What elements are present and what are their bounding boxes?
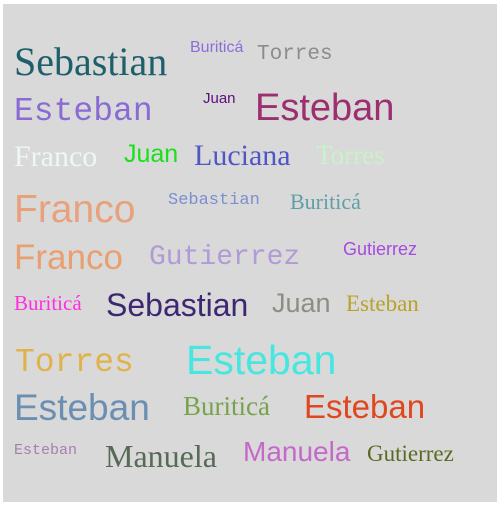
word-esteban: Esteban <box>14 442 78 459</box>
word-gutierrez: Gutierrez <box>149 242 301 273</box>
word-esteban: Esteban <box>255 87 395 129</box>
word-sebastian: Sebastian <box>106 287 249 323</box>
word-sebastian: Sebastian <box>14 39 168 84</box>
word-torres: Torres <box>316 140 385 170</box>
word-esteban: Esteban <box>186 337 337 383</box>
word-esteban: Esteban <box>304 388 426 425</box>
word-franco: Franco <box>14 188 136 231</box>
word-buritica: Buriticá <box>183 391 270 421</box>
word-buritica: Buriticá <box>14 291 82 315</box>
word-torres: Torres <box>15 344 134 381</box>
word-juan: Juan <box>203 90 236 107</box>
word-buritica: Buriticá <box>290 189 361 214</box>
word-gutierrez: Gutierrez <box>367 441 454 466</box>
word-esteban: Esteban <box>14 93 153 130</box>
word-sebastian: Sebastian <box>168 191 260 210</box>
word-juan: Juan <box>272 288 331 318</box>
word-gutierrez: Gutierrez <box>343 239 418 259</box>
word-esteban: Esteban <box>14 387 150 428</box>
word-luciana: Luciana <box>194 139 291 172</box>
word-torres: Torres <box>257 43 333 66</box>
word-manuela: Manuela <box>105 438 217 474</box>
word-manuela: Manuela <box>243 436 351 467</box>
word-buritica: Buriticá <box>190 39 244 56</box>
word-franco: Franco <box>14 238 123 277</box>
word-esteban: Esteban <box>346 291 419 316</box>
word-cloud-canvas: Sebastian Buriticá Torres Esteban Juan E… <box>3 4 497 502</box>
word-juan: Juan <box>124 140 179 168</box>
word-franco: Franco <box>14 140 98 173</box>
